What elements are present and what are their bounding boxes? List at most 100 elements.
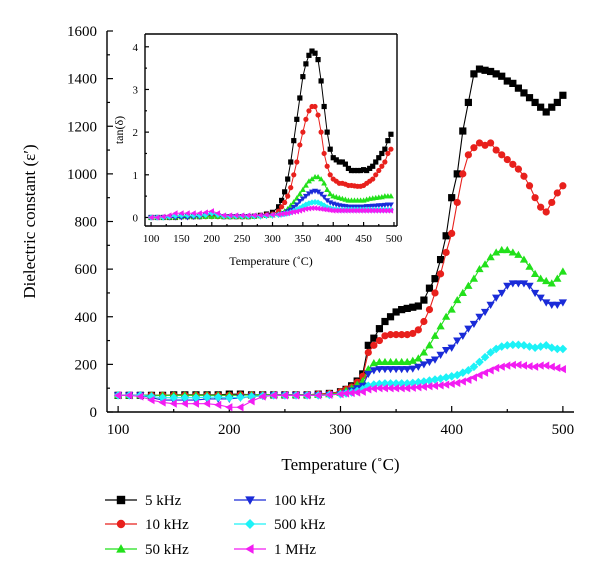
main-data-point [236,403,244,412]
main-data-point [341,389,350,398]
main-data-point [403,366,412,374]
inset-data-point [373,159,379,165]
main-data-point [180,393,190,403]
main-data-point [169,399,177,408]
main-x-axis-title: Temperature (˚C) [281,455,399,474]
main-data-point [503,245,512,254]
main-data-point [420,296,428,304]
main-data-point [536,342,545,351]
main-data-point [169,393,179,403]
main-data-point [464,98,472,107]
main-data-point [403,384,411,393]
main-data-point [358,387,366,396]
inset-data-point [178,210,184,217]
main-y-tick-label: 0 [90,405,98,421]
inset-data-point [378,207,385,214]
inset-data-point [296,207,303,214]
main-x-tick-label: 200 [218,422,241,438]
inset-data-point [312,103,318,110]
inset-data-point [306,108,312,114]
inset-data-point [318,78,324,84]
main-data-point [464,281,473,289]
legend-marker [116,544,126,553]
inset-data-point [318,129,324,135]
main-data-point [453,198,461,207]
main-data-point [448,194,456,202]
inset-data-point [382,146,388,152]
main-data-point [391,357,401,366]
inset-data-point [166,212,172,219]
main-series-1-mhz [113,360,566,412]
main-data-point [520,89,528,97]
inset-y-tick-label: 4 [133,42,139,54]
main-data-point [519,255,529,263]
main-data-point [537,103,545,111]
main-data-point [525,182,534,190]
main-data-point [464,375,472,384]
inset-data-point [291,138,297,144]
main-data-point [464,366,473,375]
main-data-point [391,384,400,393]
main-data-point [497,342,507,351]
inset-plot: 100 150 200 250 300 350 400 450 500 0 1 2 3 4 Temperat… [112,33,403,268]
main-data-point [525,342,534,351]
main-data-point [459,127,467,135]
inset-data-point [287,209,293,216]
main-data-point [381,332,389,340]
inset-data-point [351,207,357,214]
inset-data-point [373,172,379,178]
main-data-point [514,165,523,173]
legend-item-1-mhz: 1 MHz [234,542,316,558]
inset-data-point [239,212,245,219]
main-data-point [436,322,445,330]
inset-y-tick-label: 1 [133,170,139,182]
inset-data-point [297,95,303,101]
inset-data-point [294,116,300,122]
main-y-tick-label: 600 [75,262,98,278]
inset-x-axis-title: Temperature (˚C) [229,254,312,268]
inset-data-point [312,205,318,212]
main-data-point [448,229,456,238]
inset-data-point [360,207,366,214]
main-data-point [403,331,411,339]
inset-data-point [291,172,297,178]
inset-data-point [339,207,345,214]
inset-data-point [315,57,321,63]
main-data-point [503,77,511,85]
inset-data-point [327,146,333,152]
main-x-tick-label: 400 [440,422,463,438]
main-data-point [486,253,495,261]
main-data-point [492,363,500,373]
inset-data-point [321,103,327,110]
main-data-point [247,397,255,406]
inset-x-tick-label: 150 [173,233,190,245]
inset-data-point [305,200,313,207]
main-data-point [548,198,556,207]
main-data-point [425,358,434,367]
main-data-point [508,280,517,288]
main-data-point [442,232,450,240]
inset-data-point [387,207,394,214]
main-data-point [553,363,561,373]
legend-label: 10 kHz [145,517,189,533]
main-x-tick-label: 300 [329,422,352,438]
inset-data-point [308,199,316,206]
inset-data-point [202,209,208,216]
main-data-point [191,393,201,403]
main-y-tick-label: 800 [75,215,98,231]
legend-item-5-khz: 5 kHz [105,493,182,509]
main-data-point [409,303,417,311]
inset-data-point [354,207,360,214]
main-data-point [369,384,377,393]
main-data-point [536,274,545,282]
main-data-point [514,84,523,92]
inset-data-point [300,129,306,135]
main-data-point [386,366,395,374]
main-data-point [514,360,522,369]
inset-data-point [387,193,394,199]
main-data-point [530,269,540,277]
main-y-tick-label: 1600 [67,24,97,40]
main-data-point [475,264,484,273]
inset-data-point [290,208,296,215]
main-data-point [386,384,394,393]
